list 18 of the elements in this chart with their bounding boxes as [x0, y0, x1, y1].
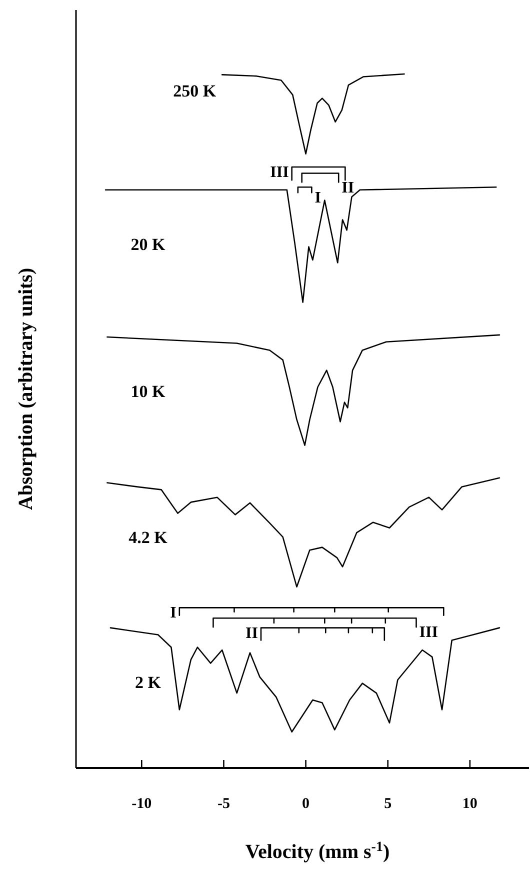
x-tick-label: 10 — [462, 796, 478, 812]
x-axis-title: Velocity (mm s$^{-1}$) — [245, 840, 390, 863]
series-label: 250 K — [173, 82, 217, 101]
y-axis-title: Absorption (arbitrary units) — [15, 268, 37, 510]
x-tick-label: -5 — [217, 796, 230, 812]
series-label: 2 K — [135, 672, 162, 692]
text: 10 K — [130, 382, 166, 402]
series-label: III — [270, 164, 289, 181]
x-tick-label: -10 — [132, 796, 152, 812]
series-label: II — [342, 179, 354, 196]
series-label: III — [419, 624, 438, 642]
x-tick-label: 0 — [302, 796, 310, 812]
series-label: 4.2 K — [128, 528, 168, 547]
text: 20 K — [130, 234, 166, 254]
series-label: I — [314, 190, 321, 207]
x-tick-label: 5 — [384, 796, 392, 812]
series-label: I — [170, 604, 176, 622]
series-label: II — [246, 624, 258, 642]
